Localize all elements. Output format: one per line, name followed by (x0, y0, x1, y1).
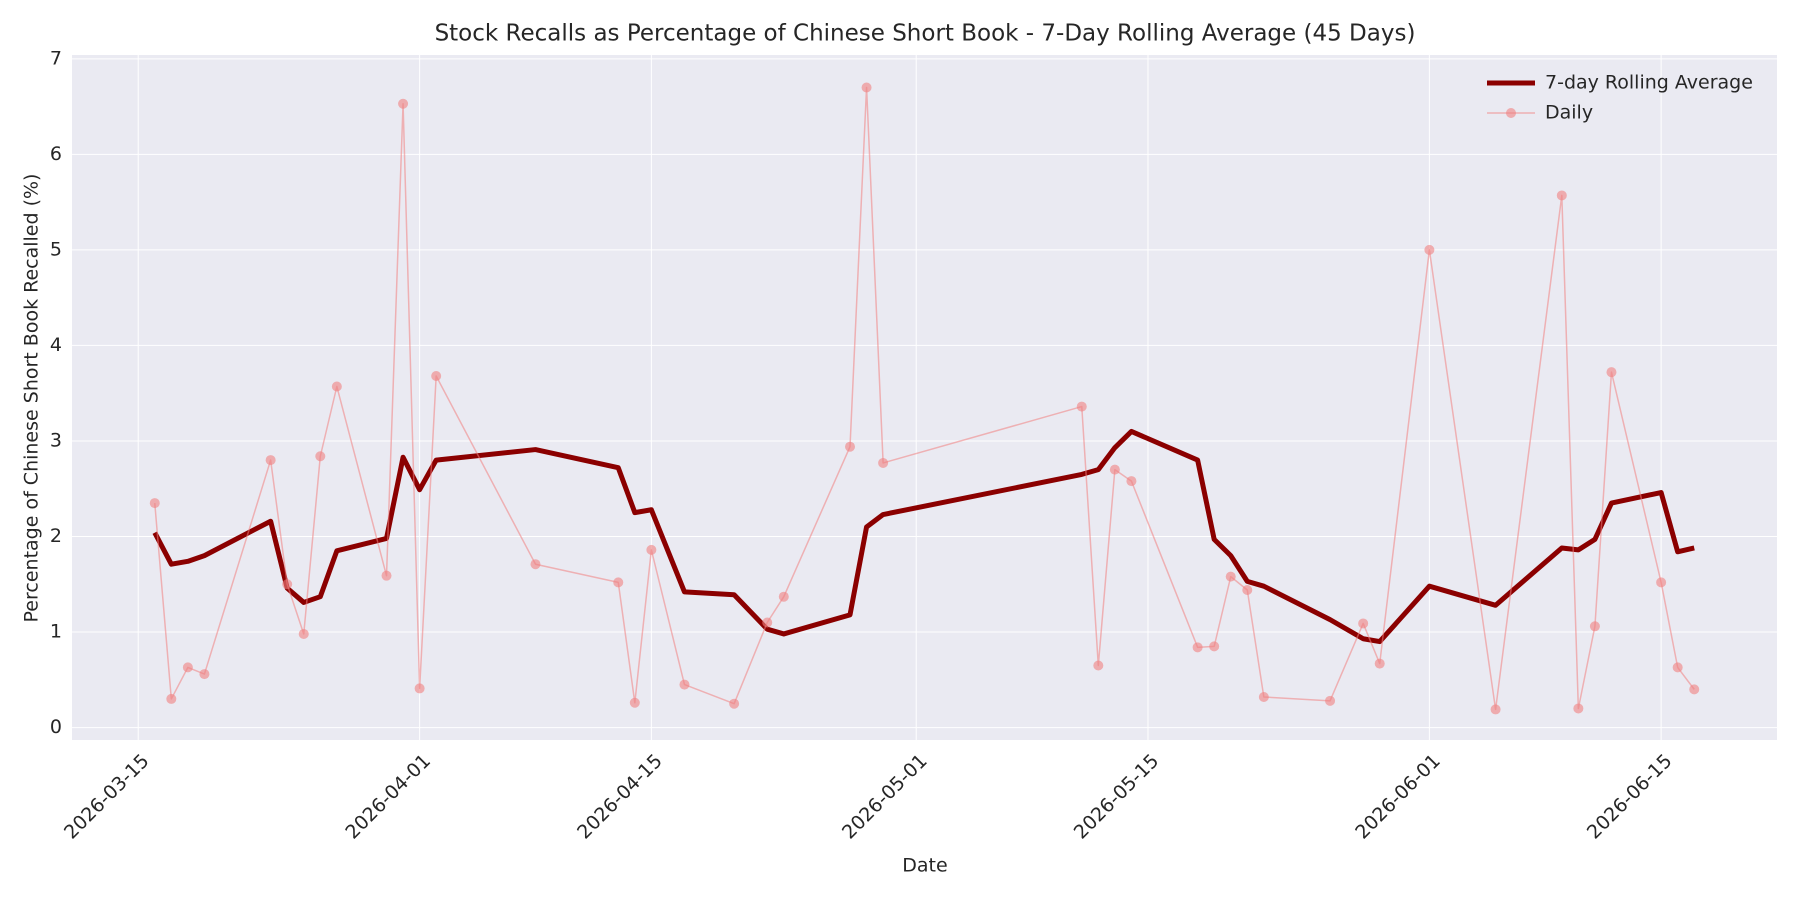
daily-marker (1109, 464, 1120, 475)
plot-area (72, 55, 1777, 740)
y-tick-label: 6 (50, 143, 62, 165)
x-tick-label: 2026-03-15 (60, 750, 154, 844)
daily-marker (1258, 692, 1269, 703)
daily-marker (1424, 244, 1435, 255)
daily-marker (1589, 621, 1600, 632)
daily-marker (1606, 367, 1617, 378)
daily-marker (431, 371, 442, 382)
x-tick-label: 2026-06-01 (1351, 750, 1445, 844)
y-tick-label: 5 (50, 238, 62, 260)
x-tick-label: 2026-05-15 (1070, 750, 1164, 844)
daily-marker (1076, 401, 1087, 412)
daily-marker (1689, 684, 1700, 695)
y-axis-label: Percentage of Chinese Short Book Recalle… (21, 174, 43, 623)
y-tick-label: 1 (50, 621, 62, 643)
y-tick-label: 3 (50, 429, 62, 451)
daily-marker (265, 455, 276, 466)
daily-marker (1325, 695, 1336, 706)
daily-marker (1242, 585, 1253, 596)
daily-marker (1093, 660, 1104, 671)
daily-marker (646, 544, 657, 555)
x-tick-label: 2026-06-15 (1583, 750, 1677, 844)
daily-marker (166, 693, 177, 704)
legend-marker (1506, 108, 1516, 118)
x-tick-label: 2026-04-01 (341, 750, 435, 844)
daily-marker (282, 579, 293, 590)
daily-marker (1656, 577, 1667, 588)
daily-marker (381, 570, 392, 581)
legend-label: Daily (1545, 102, 1593, 124)
legend-label: 7-day Rolling Average (1545, 72, 1753, 94)
daily-marker (331, 381, 342, 392)
rolling-average-line (152, 428, 1695, 645)
chart-title: Stock Recalls as Percentage of Chinese S… (435, 21, 1416, 47)
daily-marker (199, 669, 210, 680)
y-tick-label: 7 (50, 47, 62, 69)
daily-marker (762, 617, 773, 628)
daily-marker (315, 451, 326, 462)
x-axis-label: Date (902, 855, 947, 877)
daily-marker (845, 441, 856, 452)
daily-marker (1209, 641, 1220, 652)
daily-marker (1573, 703, 1584, 714)
daily-marker (729, 698, 740, 709)
daily-marker (530, 559, 541, 570)
daily-marker (149, 498, 160, 509)
y-tick-label: 4 (50, 334, 62, 356)
x-tick-label: 2026-05-01 (838, 750, 932, 844)
daily-marker (1358, 618, 1369, 629)
daily-marker (1556, 190, 1567, 201)
y-tick-label: 2 (50, 525, 62, 547)
daily-marker (398, 98, 409, 109)
daily-marker (298, 628, 309, 639)
daily-marker (878, 457, 889, 468)
daily-marker (629, 697, 640, 708)
daily-marker (1672, 662, 1683, 673)
daily-marker (182, 662, 193, 673)
daily-marker (613, 577, 624, 588)
daily-marker (1192, 642, 1203, 653)
y-tick-label: 0 (50, 716, 62, 738)
daily-marker (1225, 571, 1236, 582)
daily-marker (679, 679, 690, 690)
daily-marker (414, 683, 425, 694)
daily-marker (1374, 658, 1385, 669)
daily-marker (1490, 704, 1501, 715)
daily-marker (778, 591, 789, 602)
daily-marker (861, 82, 872, 93)
daily-marker (1126, 476, 1137, 487)
x-tick-label: 2026-04-15 (573, 750, 667, 844)
